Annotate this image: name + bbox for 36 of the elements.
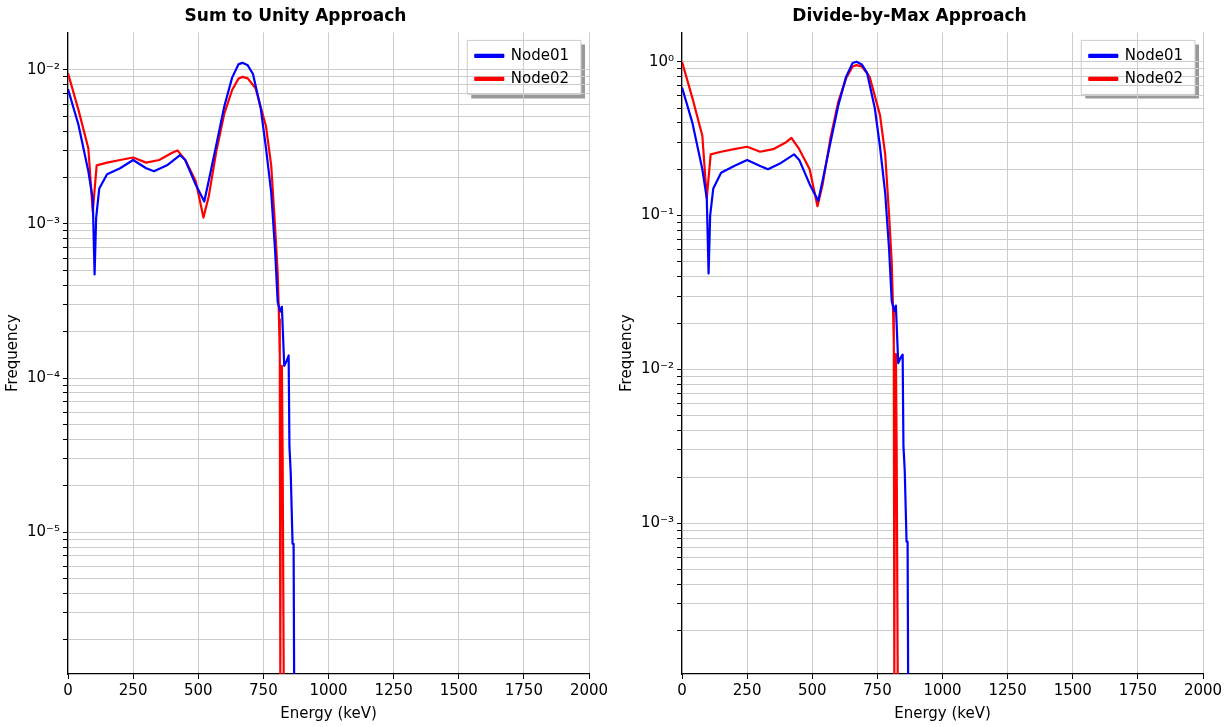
y-axis-title: Frequency	[616, 314, 635, 392]
x-tick-label: 1500	[1053, 680, 1092, 699]
y-tick-label: 10⁻¹	[640, 205, 675, 224]
y-tick-label: 10⁻⁵	[26, 522, 61, 540]
x-tick-label: 250	[732, 680, 762, 699]
x-tick-label: 2000	[1183, 680, 1223, 699]
x-tick-label: 0	[63, 680, 73, 699]
y-axis-title: Frequency	[2, 314, 21, 392]
x-axis-title: Energy (keV)	[894, 703, 991, 722]
y-tick-label: 10⁻³	[26, 213, 61, 232]
x-tick-label: 750	[249, 680, 278, 699]
chart-title: Sum to Unity Approach	[184, 4, 407, 25]
y-tick-label: 10⁰	[648, 51, 675, 70]
y-tick-label: 10⁻⁴	[26, 367, 61, 386]
x-tick-label: 1000	[923, 680, 962, 699]
x-tick-label: 1250	[988, 680, 1027, 699]
x-tick-label: 2000	[569, 680, 609, 699]
legend-label: Node01	[1124, 45, 1184, 64]
x-tick-label: 500	[183, 680, 213, 699]
x-axis-title: Energy (keV)	[280, 703, 377, 722]
legend-label: Node02	[510, 68, 570, 87]
x-tick-label: 1750	[504, 680, 543, 699]
x-tick-label: 1500	[439, 680, 478, 699]
y-tick-label: 10⁻²	[26, 59, 61, 78]
x-tick-label: 1750	[1118, 680, 1157, 699]
legend-label: Node01	[510, 45, 570, 64]
x-tick-label: 1250	[374, 680, 413, 699]
x-tick-label: 1000	[309, 680, 348, 699]
chart-title: Divide-by-Max Approach	[792, 4, 1027, 25]
x-tick-label: 500	[797, 680, 827, 699]
y-tick-label: 10⁻²	[640, 359, 675, 378]
y-tick-label: 10⁻³	[640, 513, 675, 532]
x-tick-label: 0	[677, 680, 687, 699]
x-tick-label: 750	[863, 680, 892, 699]
legend-label: Node02	[1124, 68, 1184, 87]
x-tick-label: 250	[118, 680, 148, 699]
